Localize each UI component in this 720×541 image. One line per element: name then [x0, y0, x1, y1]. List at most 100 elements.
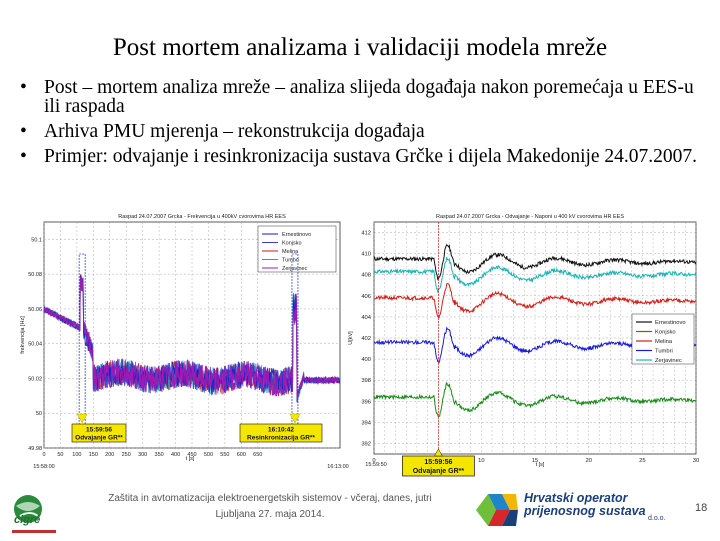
- annotation-text: Resinkronizacija GR**: [247, 435, 315, 442]
- annotation-text: Odvajanje GR**: [413, 468, 465, 475]
- x-tick-label: 100: [72, 452, 81, 458]
- annotation-time: 16:10:42: [268, 427, 294, 434]
- hops-logo-icon: [476, 494, 518, 526]
- legend-entry: Ernestinovo: [655, 320, 686, 326]
- y-tick-label: 398: [361, 378, 371, 384]
- bullet-list: Post – mortem analiza mreže – analiza sl…: [20, 78, 710, 172]
- x-tick-label: 450: [187, 452, 196, 458]
- x-tick-label: 10: [478, 458, 484, 464]
- frequency-chart: Raspad 24.07.2007 Grcka - Frekvencija u …: [12, 206, 350, 472]
- x-axis-label: t [s]: [186, 456, 195, 462]
- cigre-logo: [8, 492, 64, 536]
- y-tick-label: 402: [361, 336, 371, 342]
- x-tick-label: 400: [171, 452, 180, 458]
- hops-name-line-2: prijenosnog sustava: [524, 504, 646, 518]
- x-start-time: 15:58:00: [33, 464, 54, 470]
- hops-name: Hrvatski operator prijenosnog sustava: [524, 492, 646, 518]
- series-lines: [43, 274, 340, 403]
- voltage-chart-svg: Raspad 24.07.2007 Grcka - Odvajanje - Na…: [348, 214, 699, 477]
- y-tick-label: 50.08: [28, 272, 42, 278]
- x-tick-labels: 0 50 100 150 200 250 300 350 400 450 500 550 600 650: [42, 452, 262, 458]
- chart-title: Raspad 24.07.2007 Grcka - Odvajanje - Na…: [436, 214, 624, 220]
- x-tick-label: 0: [42, 452, 45, 458]
- x-tick-label: 15: [532, 458, 538, 464]
- x-tick-label: 150: [89, 452, 98, 458]
- annotation-box: [239, 423, 323, 443]
- y-tick-label: 394: [361, 420, 371, 426]
- legend-entry: Tumbri: [282, 258, 299, 264]
- y-tick-label: 410: [361, 252, 371, 258]
- y-tick-label: 50.1: [31, 237, 42, 243]
- x-tick-label: 300: [138, 452, 147, 458]
- x-tick-label: 650: [253, 452, 262, 458]
- legend-entry: Zerjavinec: [655, 358, 682, 364]
- page-number: 18: [695, 502, 708, 514]
- annotation-arrow: [433, 448, 443, 457]
- legend: Ernestinovo Konjsko Melina Tumbri Zerjavinec: [257, 225, 337, 273]
- bullet-item: Post – mortem analiza mreže – analiza sl…: [20, 78, 710, 117]
- x-tick-label: 550: [220, 452, 229, 458]
- bullet-item: Primjer: odvajanje i resinkronizacija su…: [20, 147, 710, 167]
- y-tick-label: 50: [36, 411, 42, 417]
- hops-logo: [472, 490, 522, 530]
- annotation-time: 15:59:56: [424, 459, 452, 466]
- series-line-zerjavinec: [373, 257, 697, 294]
- y-tick-label: 408: [361, 273, 371, 279]
- footer-line-2: Ljubljana 27. maja 2014.: [215, 509, 325, 520]
- y-tick-label: 392: [361, 441, 371, 447]
- cigre-globe-icon: [12, 495, 56, 533]
- series-line-ernestinovo: [373, 243, 697, 281]
- slide-title: Post mortem analizama i validaciji model…: [112, 34, 608, 61]
- y-tick-label: 49.98: [28, 446, 42, 452]
- y-tick-label: 404: [361, 315, 371, 321]
- legend-entry: Ernestinovo: [282, 232, 311, 238]
- y-tick-labels: 49.98 50 50.02 50.04 50.06 50.08 50.1: [28, 237, 42, 452]
- y-tick-label: 50.06: [28, 307, 42, 313]
- legend-entry: Melina: [282, 249, 299, 255]
- cigre-wordmark: cigré: [14, 514, 41, 526]
- y-tick-label: 50.02: [28, 376, 42, 382]
- grid: [373, 222, 697, 454]
- x-tick-label: 20: [585, 458, 591, 464]
- hops-suffix: d.o.o.: [648, 515, 666, 522]
- y-tick-label: 406: [361, 294, 371, 300]
- x-tick-label: 25: [639, 458, 645, 464]
- x-tick-label: 500: [204, 452, 213, 458]
- x-end-time: 16:13:00: [327, 464, 348, 470]
- chart-title: Raspad 24.07.2007 Grcka - Frekvencija u …: [118, 214, 286, 220]
- annotation-arrow: [76, 413, 88, 424]
- y-tick-label: 50.04: [28, 342, 42, 348]
- bullet-item: Arhiva PMU mjerenja – rekonstrukcija dog…: [20, 122, 710, 142]
- y-tick-label: 400: [361, 357, 371, 363]
- y-tick-label: 412: [361, 231, 371, 237]
- footer-line-1: Zaštita in avtomatizacija elektroenerget…: [108, 493, 432, 504]
- series-line-melina: [373, 282, 697, 319]
- x-tick-label: 0: [372, 458, 375, 464]
- y-axis-label: frekvencija [Hz]: [20, 316, 26, 354]
- x-start-time: 15:59:50: [365, 462, 386, 468]
- footer: Zaštita in avtomatizacija elektroenerget…: [80, 491, 460, 523]
- x-tick-label: 350: [155, 452, 164, 458]
- legend-entry: Tumbri: [655, 349, 673, 355]
- hops-name-line-1: Hrvatski operator: [524, 491, 628, 505]
- x-tick-label: 50: [57, 452, 63, 458]
- legend-entry: Zerjavinec: [282, 266, 308, 272]
- x-tick-label: 600: [237, 452, 246, 458]
- y-tick-labels: 392 394 396 398 400 402 404 406 408 410 412: [361, 231, 371, 448]
- grid: [43, 222, 340, 449]
- series-line-konjsko: [373, 381, 697, 418]
- x-tick-label: 200: [105, 452, 114, 458]
- x-tick-label: 250: [122, 452, 131, 458]
- frequency-chart-svg: Raspad 24.07.2007 Grcka - Frekvencija u …: [20, 214, 349, 470]
- legend-entry: Konjsko: [282, 241, 302, 247]
- annotation-box: [71, 423, 127, 443]
- x-axis-label: t [s]: [536, 462, 545, 468]
- annotation-time: 15:59:56: [86, 427, 112, 434]
- legend: Ernestinovo Konjsko Melina Tumbri Zerjavinec: [631, 313, 695, 365]
- legend-entry: Melina: [655, 339, 673, 345]
- x-tick-label: 30: [693, 458, 699, 464]
- series-line-zerjavinec: [43, 276, 340, 402]
- legend-entry: Konjsko: [655, 330, 676, 336]
- annotations: 15:59:56 Odvajanje GR**: [402, 222, 475, 477]
